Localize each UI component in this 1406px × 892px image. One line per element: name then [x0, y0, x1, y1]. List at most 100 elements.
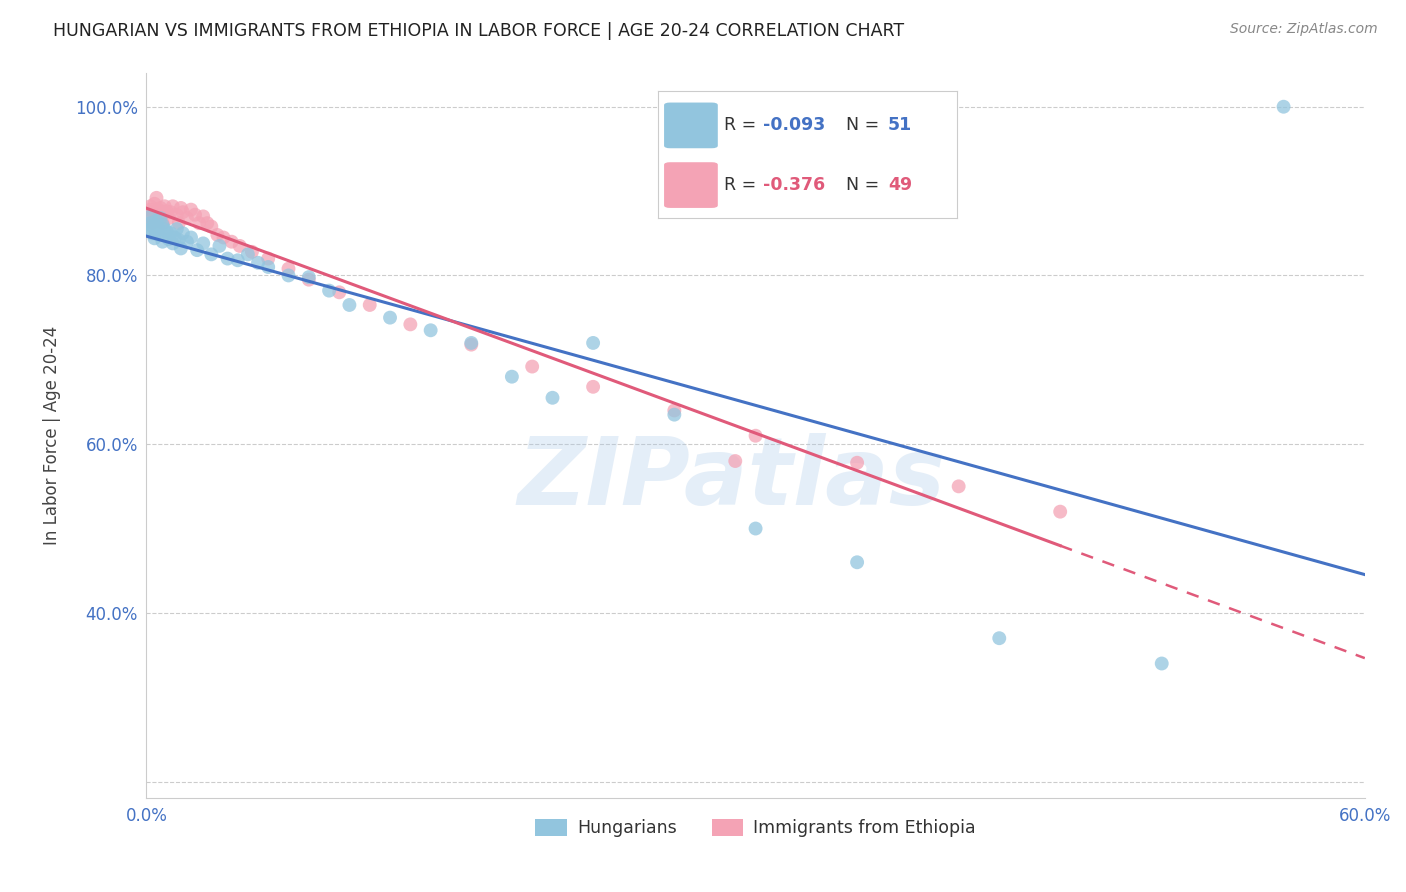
Point — [501, 369, 523, 384]
Point — [141, 219, 163, 234]
Point — [582, 335, 605, 350]
Point — [236, 247, 259, 261]
Legend: Hungarians, Immigrants from Ethiopia: Hungarians, Immigrants from Ethiopia — [529, 812, 983, 844]
Point — [378, 310, 401, 325]
Point — [138, 210, 160, 224]
Point — [399, 318, 422, 332]
Point — [143, 231, 166, 245]
Point — [167, 233, 190, 247]
Point — [744, 522, 766, 536]
Point — [139, 199, 162, 213]
Point — [257, 252, 280, 266]
Point — [145, 213, 167, 227]
Point — [162, 236, 184, 251]
Point — [170, 201, 193, 215]
Text: HUNGARIAN VS IMMIGRANTS FROM ETHIOPIA IN LABOR FORCE | AGE 20-24 CORRELATION CHA: HUNGARIAN VS IMMIGRANTS FROM ETHIOPIA IN… — [53, 22, 904, 40]
Point — [167, 216, 190, 230]
Point — [207, 227, 229, 242]
Point — [664, 403, 686, 417]
Point — [156, 225, 179, 239]
Point — [460, 335, 482, 350]
Point — [229, 239, 252, 253]
Point — [298, 270, 321, 285]
Point — [176, 211, 198, 225]
Point — [217, 252, 239, 266]
Point — [277, 268, 299, 283]
Point — [139, 202, 162, 217]
Point — [152, 235, 174, 249]
Point — [664, 408, 686, 422]
Point — [359, 298, 381, 312]
Point — [1049, 505, 1071, 519]
Point — [148, 211, 170, 225]
Point — [744, 428, 766, 442]
Point — [143, 218, 166, 232]
Y-axis label: In Labor Force | Age 20-24: In Labor Force | Age 20-24 — [44, 326, 60, 545]
Point — [162, 199, 184, 213]
Point — [156, 204, 179, 219]
Point — [582, 380, 605, 394]
Point — [152, 218, 174, 232]
Point — [145, 225, 167, 239]
Point — [157, 211, 180, 225]
Point — [138, 223, 160, 237]
Point — [152, 205, 174, 219]
Point — [141, 205, 163, 219]
Point — [247, 256, 270, 270]
Text: ZIPatlas: ZIPatlas — [517, 434, 945, 525]
Point — [200, 247, 222, 261]
Point — [166, 208, 188, 222]
Point — [846, 456, 869, 470]
Point — [226, 253, 249, 268]
Point — [149, 201, 172, 215]
Point — [166, 222, 188, 236]
Point — [522, 359, 544, 374]
Point — [180, 230, 202, 244]
Point — [153, 199, 176, 213]
Point — [163, 230, 186, 244]
Point — [328, 285, 350, 300]
Point — [1272, 100, 1295, 114]
Point — [145, 191, 167, 205]
Point — [172, 205, 194, 219]
Point — [149, 211, 172, 225]
Point — [159, 227, 181, 241]
Point — [143, 196, 166, 211]
Point — [145, 210, 167, 224]
Point — [157, 232, 180, 246]
Point — [170, 242, 193, 256]
Point — [139, 216, 162, 230]
Point — [318, 284, 340, 298]
Point — [176, 235, 198, 249]
Point — [277, 261, 299, 276]
Point — [298, 273, 321, 287]
Point — [208, 239, 231, 253]
Point — [184, 208, 207, 222]
Point — [541, 391, 564, 405]
Point — [240, 244, 263, 259]
Point — [988, 631, 1011, 645]
Point — [172, 227, 194, 241]
Point — [152, 216, 174, 230]
Point — [724, 454, 747, 468]
Point — [846, 555, 869, 569]
Point — [1150, 657, 1173, 671]
Point — [188, 216, 211, 230]
Point — [460, 337, 482, 351]
Point — [212, 230, 235, 244]
Point — [139, 210, 162, 224]
Text: Source: ZipAtlas.com: Source: ZipAtlas.com — [1230, 22, 1378, 37]
Point — [200, 219, 222, 234]
Point — [193, 210, 215, 224]
Point — [339, 298, 361, 312]
Point — [141, 227, 163, 241]
Point — [148, 227, 170, 242]
Point — [948, 479, 970, 493]
Point — [419, 323, 441, 337]
Point — [153, 222, 176, 236]
Point — [193, 236, 215, 251]
Point — [141, 216, 163, 230]
Point — [257, 260, 280, 274]
Point — [221, 235, 243, 249]
Point — [159, 205, 181, 219]
